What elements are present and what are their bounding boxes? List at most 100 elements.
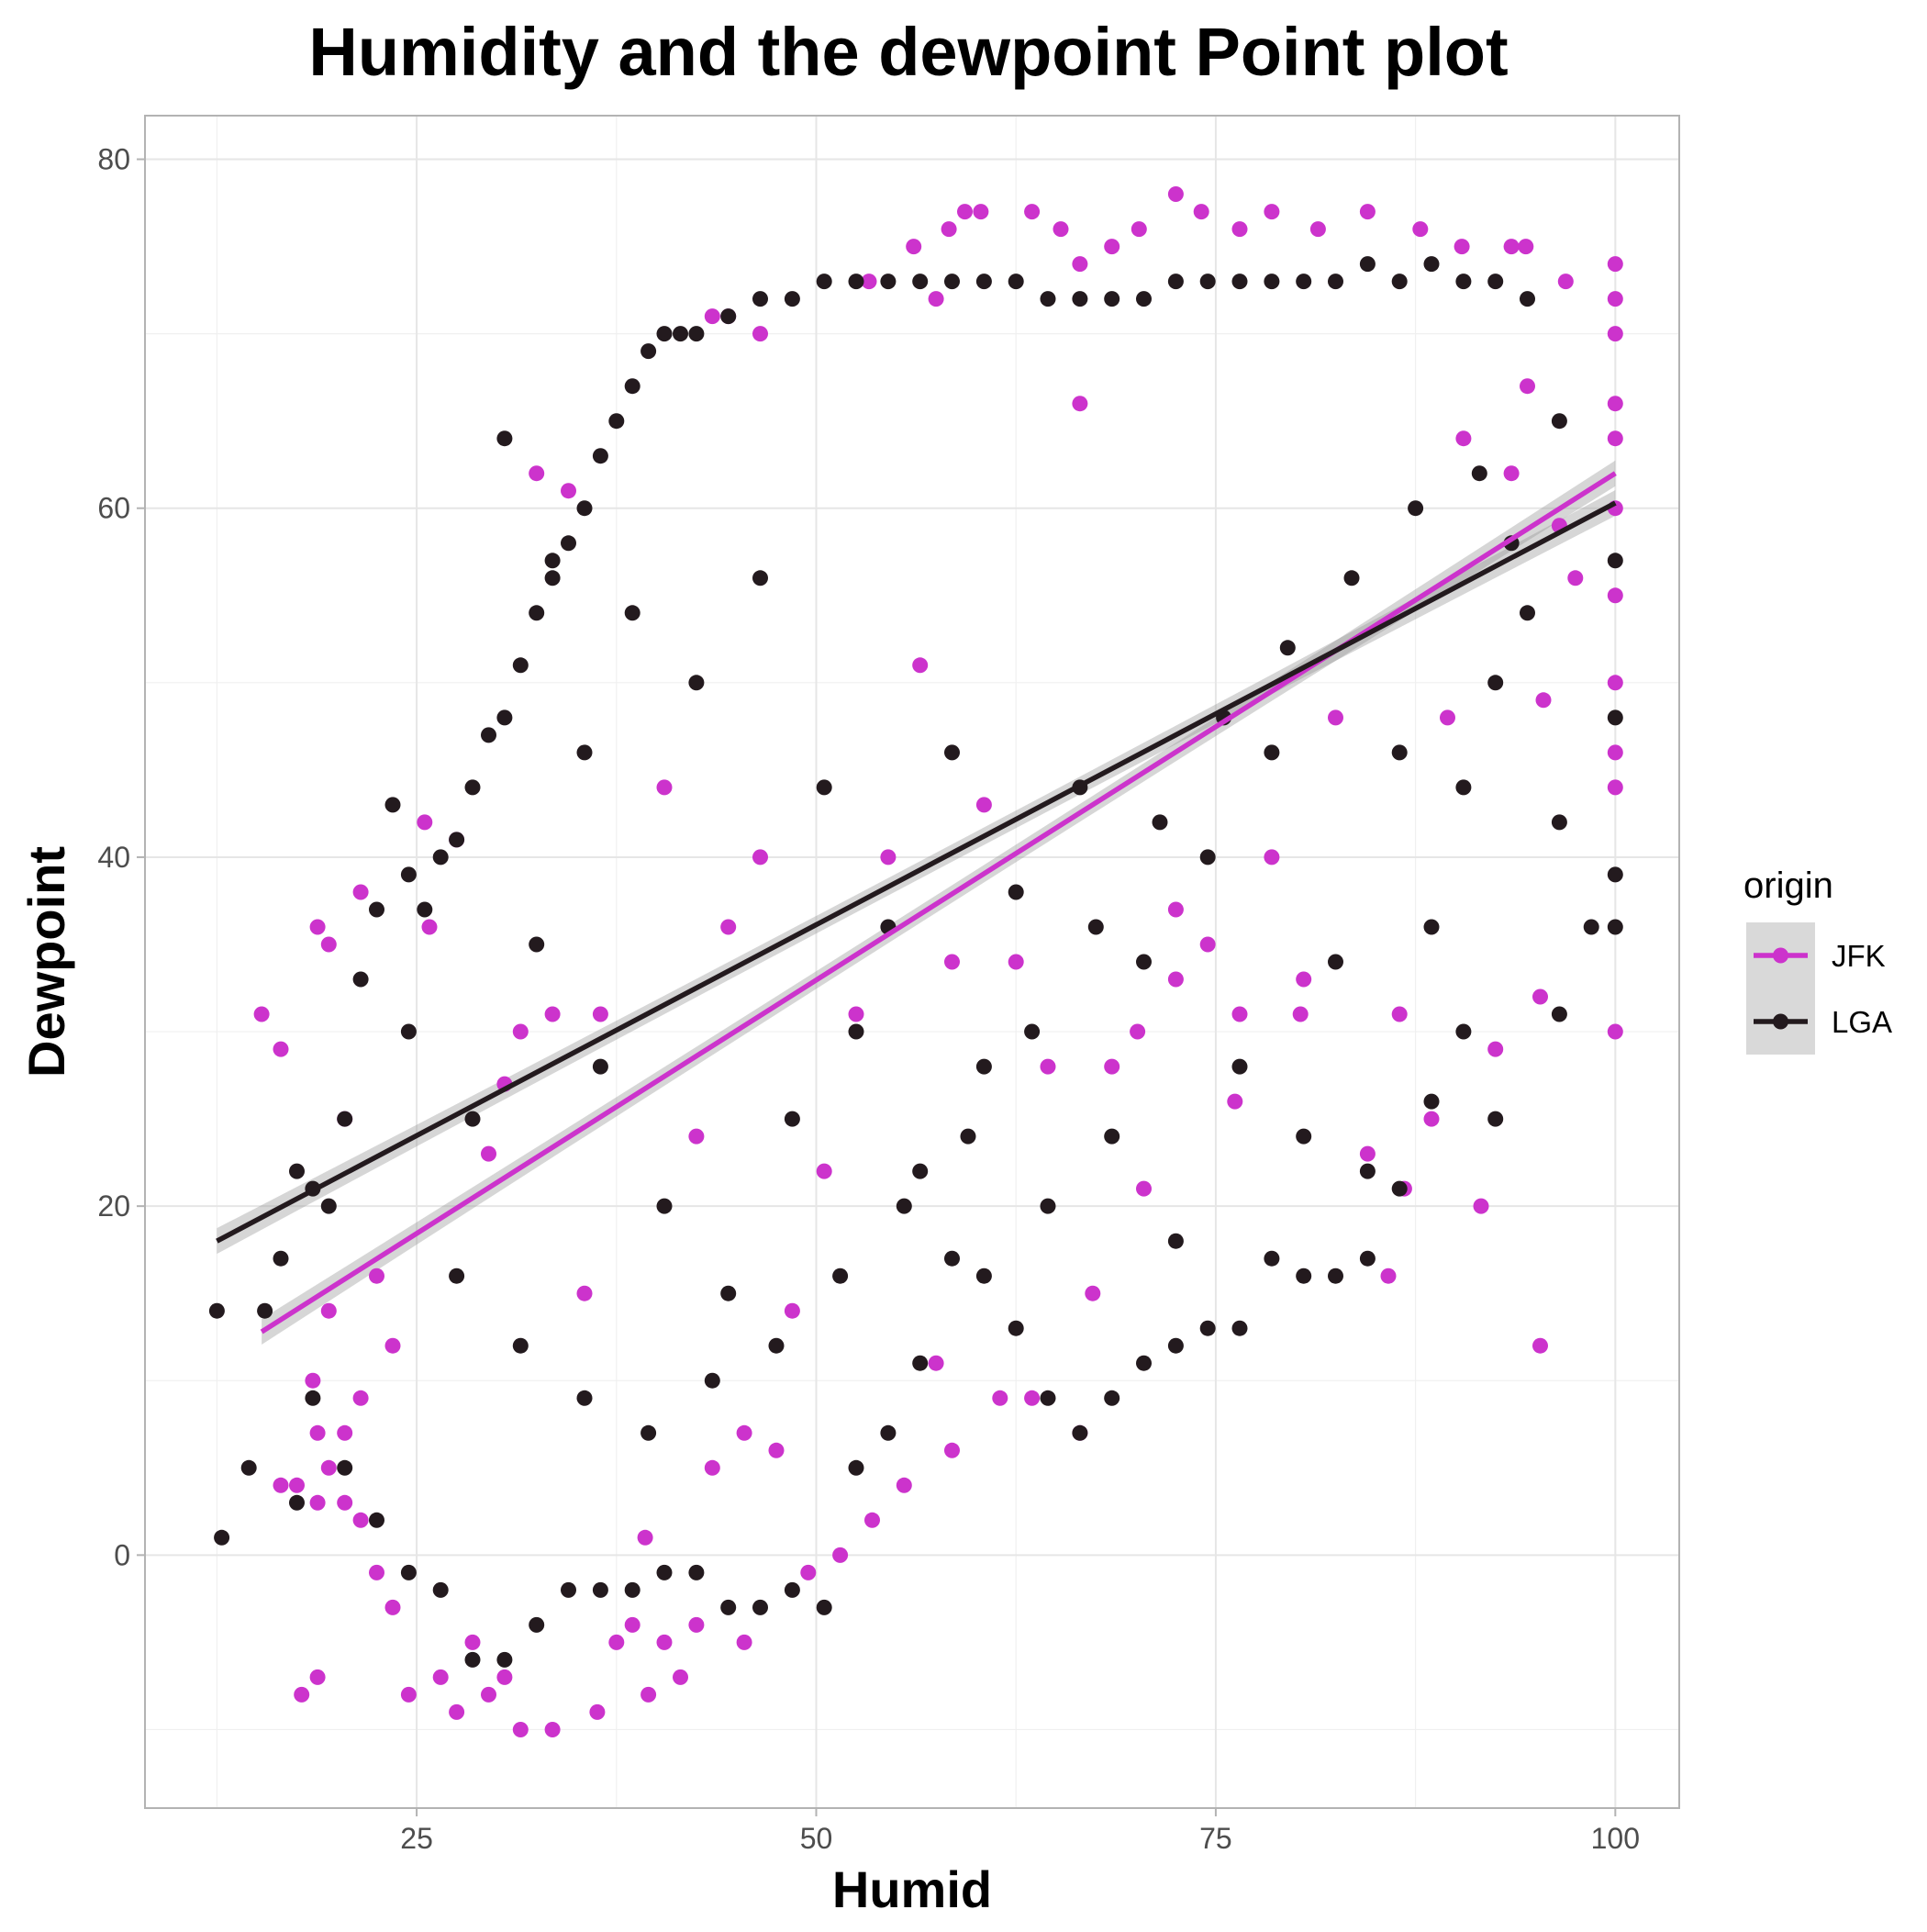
data-point-jfk — [1167, 901, 1184, 918]
data-point-jfk — [309, 1494, 326, 1511]
data-point-jfk — [432, 1669, 449, 1685]
data-point-jfk — [1607, 779, 1623, 796]
data-point-lga — [1199, 274, 1216, 290]
data-point-lga — [1607, 866, 1623, 883]
legend-key-point-lga — [1773, 1013, 1788, 1030]
data-point-lga — [337, 1111, 353, 1127]
data-point-lga — [656, 1564, 673, 1580]
data-point-lga — [592, 1058, 608, 1075]
plot-panel-background — [145, 116, 1679, 1808]
data-point-lga — [449, 1268, 465, 1284]
data-point-jfk — [309, 919, 326, 935]
data-point-jfk — [384, 1337, 401, 1354]
data-point-lga — [1455, 779, 1472, 796]
data-point-lga — [1104, 1128, 1120, 1145]
data-point-jfk — [1607, 256, 1623, 273]
data-point-lga — [832, 1268, 849, 1284]
data-point-lga — [1279, 640, 1296, 656]
data-point-lga — [1231, 274, 1248, 290]
data-point-jfk — [352, 1512, 369, 1528]
data-point-lga — [1423, 256, 1440, 273]
data-point-jfk — [1535, 692, 1552, 709]
data-point-jfk — [369, 1268, 384, 1284]
data-point-lga — [848, 274, 864, 290]
data-point-lga — [1136, 291, 1152, 307]
data-point-jfk — [273, 1477, 289, 1493]
data-point-jfk — [768, 1442, 785, 1458]
data-point-lga — [720, 308, 737, 325]
data-points — [208, 186, 1623, 1737]
y-axis-ticks: 0 20 40 60 80 — [97, 143, 145, 1571]
data-point-jfk — [1231, 221, 1248, 238]
data-point-jfk — [816, 1163, 832, 1179]
data-point-jfk — [704, 308, 720, 325]
data-point-jfk — [1607, 430, 1623, 447]
data-point-jfk — [1231, 1006, 1248, 1022]
data-point-jfk — [1040, 1058, 1056, 1075]
data-point-lga — [464, 1651, 481, 1668]
legend-label-lga: LGA — [1832, 1005, 1892, 1039]
data-point-jfk — [1503, 239, 1520, 255]
data-point-lga — [1520, 291, 1535, 307]
data-point-lga — [576, 1390, 593, 1406]
data-point-lga — [752, 570, 768, 586]
data-point-lga — [1024, 1023, 1041, 1040]
data-point-lga — [464, 779, 481, 796]
data-point-lga — [289, 1163, 305, 1179]
data-point-jfk — [608, 1634, 625, 1650]
data-point-jfk — [704, 1459, 720, 1476]
data-point-jfk — [1264, 204, 1280, 220]
data-point-lga — [1072, 291, 1088, 307]
data-point-jfk — [1532, 988, 1548, 1005]
data-point-lga — [257, 1302, 273, 1319]
data-point-jfk — [1072, 396, 1088, 412]
data-point-jfk — [800, 1564, 817, 1580]
data-point-jfk — [1454, 239, 1470, 255]
data-point-jfk — [941, 221, 957, 238]
data-point-jfk — [1167, 971, 1184, 988]
data-point-lga — [1455, 1023, 1472, 1040]
data-point-lga — [912, 274, 929, 290]
data-point-lga — [673, 326, 688, 342]
data-point-lga — [752, 1599, 768, 1615]
data-point-jfk — [384, 1599, 401, 1615]
data-point-jfk — [1607, 326, 1623, 342]
data-point-lga — [768, 1337, 785, 1354]
data-point-lga — [1359, 256, 1376, 273]
data-point-jfk — [481, 1145, 496, 1162]
data-point-lga — [1167, 1337, 1184, 1354]
data-point-jfk — [906, 239, 922, 255]
data-point-jfk — [320, 1302, 337, 1319]
data-point-lga — [1264, 1250, 1280, 1267]
data-point-lga — [975, 274, 992, 290]
data-point-lga — [400, 1023, 417, 1040]
data-point-jfk — [1520, 378, 1535, 395]
data-point-jfk — [896, 1477, 912, 1493]
data-point-jfk — [1423, 1111, 1440, 1127]
data-point-lga — [400, 866, 417, 883]
legend-title: origin — [1743, 865, 1833, 906]
data-point-lga — [1008, 274, 1024, 290]
data-point-lga — [240, 1459, 257, 1476]
data-point-jfk — [637, 1529, 653, 1546]
data-point-lga — [496, 1651, 513, 1668]
data-point-jfk — [1227, 1093, 1243, 1110]
data-point-lga — [784, 1111, 800, 1127]
data-point-lga — [529, 1616, 545, 1633]
data-point-jfk — [736, 1424, 752, 1441]
data-point-lga — [944, 274, 960, 290]
data-point-lga — [1391, 1180, 1408, 1197]
data-point-lga — [1487, 675, 1504, 691]
data-point-jfk — [449, 1703, 465, 1720]
plot-panel-border — [144, 115, 1680, 1809]
data-point-jfk — [289, 1477, 305, 1493]
data-point-jfk — [1328, 709, 1343, 726]
data-point-jfk — [1296, 971, 1312, 988]
x-tick-label: 50 — [800, 1822, 833, 1855]
data-point-jfk — [400, 1686, 417, 1703]
plot-panel — [144, 115, 1680, 1809]
data-point-jfk — [1193, 204, 1209, 220]
data-point-lga — [1264, 744, 1280, 761]
data-point-lga — [576, 500, 593, 517]
